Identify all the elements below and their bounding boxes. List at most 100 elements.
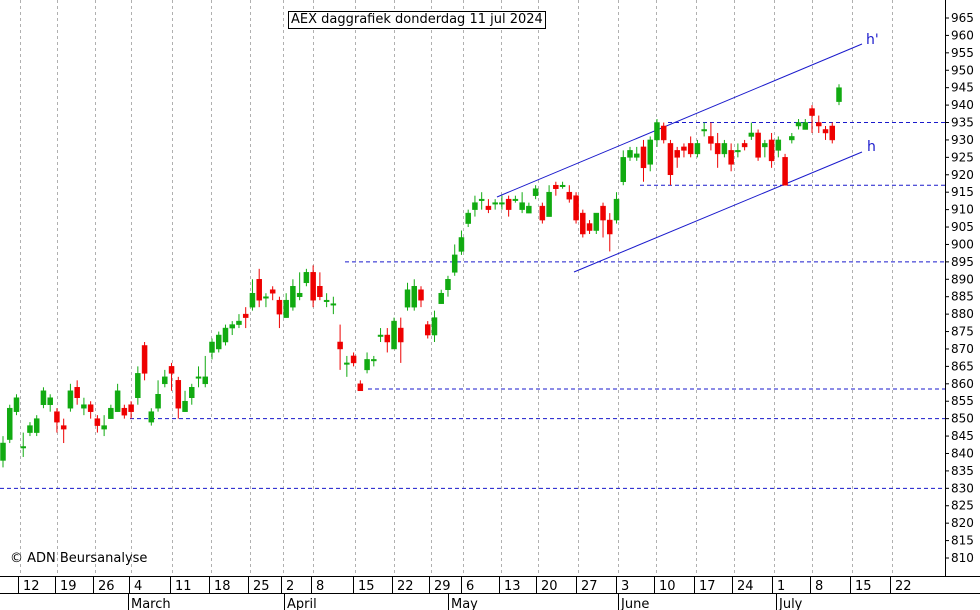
candle-body-27 [182, 400, 188, 412]
candle-body-93 [627, 150, 633, 158]
candle-body-59 [398, 327, 404, 343]
month-label-4: June [620, 597, 649, 610]
y-tick-label-950: 950 [951, 63, 974, 77]
candle-body-87 [586, 223, 593, 231]
y-tick-label-900: 900 [951, 237, 974, 251]
candle-body-68 [458, 237, 465, 252]
y-tick-label-865: 865 [951, 359, 974, 373]
candle-body-112 [755, 132, 761, 158]
candle-body-104 [701, 129, 707, 132]
candle-body-116 [782, 157, 788, 186]
candle-body-28 [189, 387, 195, 398]
month-label-2: April [287, 597, 317, 610]
candle-body-15 [101, 425, 107, 430]
candle-body-8 [54, 411, 60, 423]
x-tick-label-4: 11 [175, 579, 192, 594]
candle-body-4 [27, 425, 33, 433]
candle-body-124 [836, 87, 842, 102]
y-tick-label-845: 845 [951, 429, 974, 443]
candle-body-43 [290, 286, 296, 308]
x-tick-label-3: 4 [134, 579, 142, 594]
candle-body-35 [236, 320, 242, 325]
candle-body-77 [519, 202, 525, 210]
candle-body-54 [364, 359, 370, 371]
candles-layer [0, 84, 842, 468]
candle-body-11 [74, 387, 80, 398]
candle-body-5 [33, 418, 40, 433]
y-tick-label-915: 915 [951, 185, 974, 199]
candle-body-12 [81, 404, 87, 409]
y-tick-label-960: 960 [951, 28, 974, 42]
y-tick-label-940: 940 [951, 98, 974, 112]
candle-body-53 [357, 383, 364, 392]
y-tick-label-810: 810 [951, 551, 974, 565]
candle-body-102 [687, 143, 694, 155]
candle-body-49 [330, 303, 337, 306]
y-tick-label-890: 890 [951, 272, 974, 286]
x-tick-label-10: 22 [397, 579, 414, 594]
candle-body-50 [337, 341, 343, 350]
y-tick-label-925: 925 [951, 150, 974, 164]
candle-body-88 [593, 212, 600, 231]
candle-body-101 [681, 146, 687, 151]
y-tick-label-955: 955 [951, 46, 974, 60]
candle-body-108 [728, 150, 734, 165]
candle-body-34 [229, 324, 235, 329]
candle-body-14 [94, 418, 101, 426]
x-tick-label-19: 24 [737, 579, 754, 594]
candle-body-95 [640, 146, 647, 169]
candle-body-64 [431, 317, 438, 336]
support-resistance-layer [0, 122, 945, 489]
candle-body-61 [411, 286, 418, 308]
candle-body-62 [418, 289, 424, 301]
y-tick-label-905: 905 [951, 220, 974, 234]
grid-layer [20, 0, 893, 576]
candle-body-2 [13, 397, 20, 412]
candle-body-76 [512, 198, 519, 201]
candle-body-111 [748, 132, 755, 137]
candle-body-22 [148, 411, 155, 423]
candle-body-24 [162, 376, 168, 385]
x-tick-label-21: 8 [815, 579, 823, 594]
candle-body-51 [344, 362, 350, 365]
candle-body-80 [539, 205, 546, 221]
y-tick-label-820: 820 [951, 516, 974, 530]
y-tick-label-935: 935 [951, 116, 974, 130]
candle-body-105 [708, 136, 714, 144]
y-tick-label-965: 965 [951, 11, 974, 25]
candle-body-74 [499, 202, 505, 205]
candle-body-48 [323, 299, 330, 302]
candle-body-65 [438, 292, 444, 304]
x-tick-label-0: 12 [23, 579, 40, 594]
y-tick-label-850: 850 [951, 412, 974, 426]
y-tick-label-855: 855 [951, 394, 974, 408]
candle-body-46 [310, 272, 316, 301]
y-tick-label-815: 815 [951, 534, 974, 548]
candle-body-89 [600, 205, 606, 221]
y-tick-label-860: 860 [951, 377, 974, 391]
candle-body-118 [795, 122, 802, 127]
candle-body-3 [20, 446, 26, 449]
candle-body-67 [451, 254, 458, 273]
candle-body-18 [121, 407, 128, 416]
x-tick-label-22: 15 [855, 579, 872, 594]
month-label-5: July [778, 597, 803, 610]
candle-body-96 [647, 139, 653, 165]
candle-body-70 [472, 202, 478, 210]
x-tick-label-2: 26 [98, 579, 115, 594]
candle-body-38 [256, 279, 262, 301]
candle-body-103 [694, 143, 701, 155]
candle-body-40 [269, 289, 276, 294]
candle-body-107 [721, 143, 728, 155]
y-tick-label-930: 930 [951, 133, 974, 147]
channel-lower-line [573, 151, 863, 273]
candle-body-123 [829, 125, 836, 141]
y-tick-label-945: 945 [951, 81, 974, 95]
candle-body-37 [249, 292, 256, 308]
candle-body-113 [762, 143, 768, 148]
y-tick-label-920: 920 [951, 168, 974, 182]
candle-body-56 [377, 334, 384, 337]
channel-upper-label: h' [866, 32, 879, 48]
